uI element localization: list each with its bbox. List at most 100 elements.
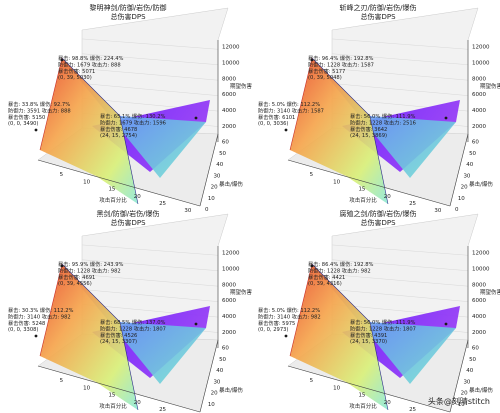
annotation-line: (24, 15, 3869) <box>350 133 387 139</box>
watermark: 头条@刻晴stitch <box>428 396 490 406</box>
grid-line <box>81 259 219 271</box>
z-axis-label: 期望伤害 <box>480 82 500 90</box>
annotation-line: (0, 39, 5030) <box>58 75 92 81</box>
surface-edge <box>39 57 63 151</box>
x-axis <box>287 365 451 413</box>
x-tick-label: 25 <box>159 201 166 207</box>
z-axis-label: 期望伤害 <box>480 288 500 296</box>
y-tick-label: 10 <box>458 402 465 408</box>
max-point-marker <box>60 58 64 62</box>
grid-line <box>331 53 469 65</box>
x-tick-label: 25 <box>159 407 166 413</box>
y-tick-label: 30 <box>463 379 470 385</box>
x-tick-label: 20 <box>384 400 391 406</box>
annotation-line: 暴击: 33.8% 爆伤: 92.7% <box>8 100 70 108</box>
annotation-line: (24, 15, 3370) <box>350 339 387 345</box>
surface-ridge <box>311 263 389 411</box>
z-tick-label: 10000 <box>472 266 490 272</box>
x-tick-label: 15 <box>358 187 365 193</box>
z-tick-label: 8000 <box>222 282 236 288</box>
chart-title: 黑剑/防御/岩伤/爆伤 <box>96 209 159 218</box>
grid-line <box>331 259 469 271</box>
chart-title: 斩峰之刃/防御/岩伤/爆伤 <box>339 3 416 12</box>
annotation-line: (24, 15, 2754) <box>100 133 137 139</box>
z-tick-label: 2000 <box>472 124 486 130</box>
origin-point-marker <box>34 334 38 338</box>
x-axis-label: 攻击百分比 <box>349 196 377 204</box>
annotation-line: 暴击: 68.5% 爆伤: 137.0% <box>100 318 166 326</box>
annotation-line: (0, 0, 3308) <box>8 327 38 333</box>
x-tick-label: 5 <box>310 378 314 384</box>
grid-line <box>331 274 469 287</box>
grid-line <box>331 68 469 81</box>
x-tick-label: 10 <box>333 179 340 185</box>
annotation-line: 防御力: 3140 攻击力: 982 <box>8 312 71 320</box>
x-tick-label: 5 <box>310 172 314 178</box>
annotation-box: 暴击: 86.4% 爆伤: 192.8%防御力: 1228 攻击力: 982暴击… <box>308 260 374 287</box>
grid-line <box>331 38 469 50</box>
annotation-line: 暴击: 56.0% 爆伤: 111.9% <box>350 318 416 326</box>
y-tick-label: 40 <box>216 368 223 374</box>
annotation-box: 暴击: 98.8% 爆伤: 224.4%防御力: 1679 攻击力: 888暴击… <box>58 54 124 81</box>
origin-point-marker <box>284 334 288 338</box>
y-axis-label: 暴击/爆伤 <box>219 386 243 394</box>
annotation-line: 暴击伤害: 5975 <box>258 319 295 327</box>
surface-cool <box>62 58 206 178</box>
y-tick-label: 20 <box>211 185 218 191</box>
corner-point-marker <box>194 116 198 120</box>
annotation-line: (0, 39, 5048) <box>308 75 342 81</box>
annotation-line: 暴击: 96.4% 爆伤: 192.8% <box>308 54 374 62</box>
annotation-box: 暴击: 5.0% 爆伤: 112.2%防御力: 3140 攻击力: 982暴击伤… <box>258 306 321 333</box>
annotation-line: 暴击: 30.3% 爆伤: 112.2% <box>8 306 74 314</box>
surface-cool <box>312 58 456 178</box>
surface-edge <box>39 263 63 357</box>
annotation-line: 暴击: 86.4% 爆伤: 192.8% <box>308 260 374 268</box>
annotation-line: 防御力: 1679 攻击力: 1596 <box>100 118 166 126</box>
annotation-line: 防御力: 1228 攻击力: 982 <box>308 266 371 274</box>
annotation-line: 防御力: 3140 攻击力: 1587 <box>258 106 324 114</box>
z-tick-label: 12000 <box>472 250 490 256</box>
annotation-line: 暴击伤害: 3642 <box>350 125 387 133</box>
chart-title: 腐殖之剑/防御/岩伤/爆伤 <box>339 209 416 218</box>
y-tick-label: 50 <box>219 357 226 363</box>
y-tick-label: 10 <box>208 196 215 202</box>
annotation-line: 防御力: 1228 攻击力: 1807 <box>100 324 166 332</box>
y-tick-label: 0 <box>455 207 459 213</box>
grid-line <box>81 289 219 302</box>
z-tick-label: 4000 <box>472 108 486 114</box>
x-tick-label: 5 <box>60 378 64 384</box>
x-axis-label: 攻击百分比 <box>99 196 127 204</box>
annotation-line: 暴击伤害: 4678 <box>100 125 137 133</box>
annotation-line: (24, 15, 3307) <box>100 339 137 345</box>
x-tick-label: 15 <box>108 187 115 193</box>
annotation-line: 防御力: 1228 攻击力: 1587 <box>308 60 374 68</box>
y-tick-label: 20 <box>211 391 218 397</box>
y-tick-label: 30 <box>463 173 470 179</box>
chart-subtitle: 总伤害DPS <box>360 218 396 227</box>
x-axis-label: 攻击百分比 <box>349 402 377 410</box>
corner-point-marker <box>194 322 198 326</box>
y-tick-label: 40 <box>466 368 473 374</box>
y-tick-label: 40 <box>466 162 473 168</box>
annotation-box: 暴击: 33.8% 爆伤: 92.7%防御力: 3591 攻击力: 888暴击伤… <box>8 100 71 127</box>
max-point-marker <box>60 264 64 268</box>
x-tick-label: 20 <box>134 400 141 406</box>
annotation-line: 暴击: 56.0% 爆伤: 111.9% <box>350 112 416 120</box>
grid-line <box>331 244 469 256</box>
annotation-box: 暴击: 56.0% 爆伤: 111.9%防御力: 1228 攻击力: 2516暴… <box>350 112 416 139</box>
y-tick-label: 0 <box>205 207 209 213</box>
z-tick-label: 2000 <box>222 124 236 130</box>
z-tick-label: 10000 <box>222 266 240 272</box>
z-tick-label: 12000 <box>222 250 240 256</box>
z-tick-label: 8000 <box>472 76 486 82</box>
corner-point-marker <box>444 322 448 326</box>
annotation-box: 暴击: 68.5% 爆伤: 137.0%防御力: 1228 攻击力: 1807暴… <box>100 318 166 345</box>
annotation-line: 暴击伤害: 5248 <box>8 319 45 327</box>
x-axis <box>37 365 201 413</box>
y-axis <box>199 339 219 413</box>
annotation-line: 防御力: 3591 攻击力: 888 <box>8 106 71 114</box>
grid-line <box>81 83 219 96</box>
